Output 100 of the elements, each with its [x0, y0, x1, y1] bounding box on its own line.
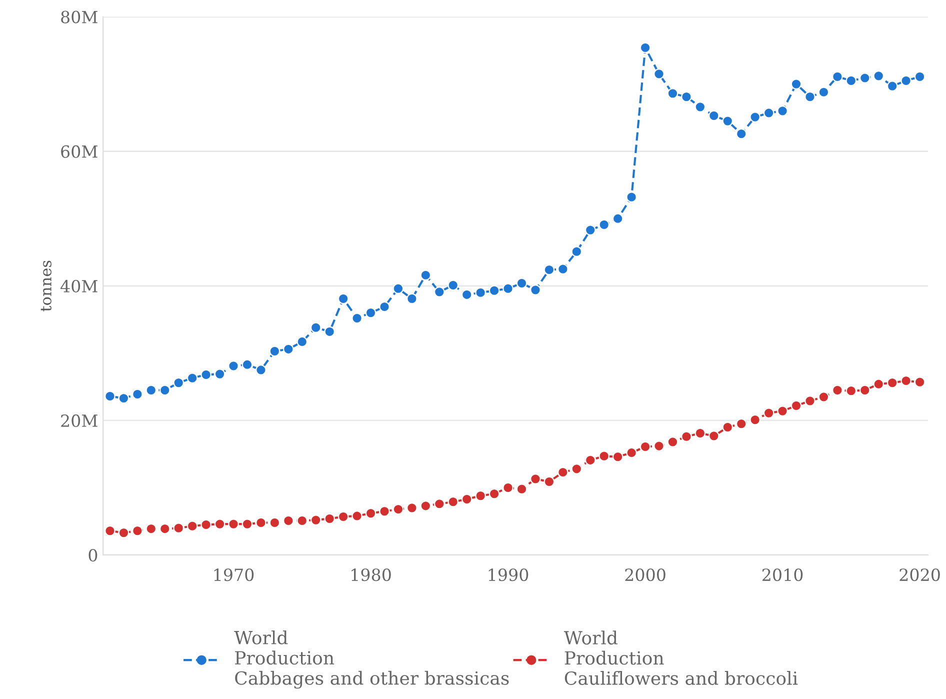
- point: [118, 392, 130, 404]
- point: [530, 284, 541, 296]
- point: [186, 372, 198, 384]
- x-tick-label: 2000: [625, 568, 666, 582]
- point: [296, 515, 308, 526]
- point: [488, 488, 500, 500]
- point: [763, 408, 774, 418]
- point: [818, 391, 830, 402]
- point: [104, 390, 116, 402]
- y-tick-label: 60M: [61, 145, 98, 158]
- point: [750, 414, 760, 426]
- point: [571, 463, 582, 474]
- point: [392, 504, 404, 515]
- point: [516, 484, 528, 494]
- point: [790, 78, 802, 90]
- point: [434, 286, 445, 298]
- point: [584, 224, 596, 236]
- point: [859, 72, 870, 84]
- y-tick-label: 0: [88, 548, 98, 562]
- point: [584, 454, 596, 466]
- point: [544, 264, 555, 276]
- point: [886, 80, 898, 92]
- point: [900, 75, 912, 86]
- point: [146, 384, 157, 396]
- point: [104, 525, 116, 536]
- x-tick-label: 2020: [900, 568, 940, 582]
- point: [338, 511, 349, 522]
- point: [159, 384, 170, 396]
- point: [832, 71, 843, 82]
- point: [420, 270, 432, 281]
- point: [448, 496, 459, 508]
- legend-label: World Production Cabbages and other brassicas: [234, 630, 509, 689]
- point: [558, 264, 568, 274]
- point: [448, 280, 459, 291]
- point: [804, 396, 816, 406]
- point: [420, 500, 432, 512]
- point: [282, 515, 294, 526]
- point: [256, 517, 266, 528]
- point: [722, 422, 734, 433]
- point: [296, 336, 308, 348]
- point: [269, 346, 280, 357]
- point: [173, 522, 184, 534]
- y-tick-label: 80M: [61, 10, 98, 24]
- point: [324, 326, 336, 338]
- point: [200, 369, 212, 380]
- point: [859, 384, 870, 396]
- point: [694, 428, 706, 439]
- point: [338, 293, 349, 304]
- point: [846, 385, 857, 396]
- point: [846, 75, 857, 86]
- point: [914, 71, 926, 82]
- point: [214, 368, 226, 380]
- point: [612, 213, 624, 224]
- point: [132, 388, 143, 400]
- point: [790, 400, 802, 412]
- point: [200, 519, 212, 530]
- x-tick-label: 1990: [488, 568, 528, 582]
- legend-label: World Production Cauliflowers and broccoli: [564, 630, 798, 685]
- point: [914, 376, 926, 388]
- point: [502, 482, 514, 494]
- point: [558, 466, 568, 478]
- point: [406, 293, 418, 304]
- point: [750, 112, 760, 122]
- point: [736, 418, 747, 430]
- point: [502, 283, 514, 294]
- point: [186, 520, 198, 532]
- point: [269, 517, 280, 528]
- point: [173, 377, 184, 388]
- point: [488, 285, 500, 296]
- point: [544, 476, 555, 488]
- point: [365, 508, 376, 519]
- point: [667, 88, 678, 99]
- point: [256, 364, 266, 376]
- point: [146, 523, 157, 534]
- point: [900, 375, 912, 386]
- point: [708, 110, 720, 122]
- point: [475, 287, 486, 298]
- point: [654, 440, 664, 452]
- point: [392, 283, 404, 294]
- point: [475, 490, 486, 502]
- point: [777, 406, 788, 416]
- point: [352, 312, 362, 324]
- point: [736, 128, 747, 140]
- point: [640, 42, 651, 54]
- point: [228, 360, 239, 372]
- point: [379, 506, 390, 517]
- point: [242, 359, 253, 370]
- point: [228, 518, 239, 530]
- point: [654, 68, 664, 80]
- point: [352, 510, 362, 522]
- point: [214, 518, 226, 530]
- point: [681, 431, 692, 442]
- point: [310, 322, 322, 334]
- point: [324, 513, 336, 524]
- point: [598, 219, 610, 230]
- point: [571, 246, 582, 257]
- point: [763, 108, 774, 118]
- point: [132, 525, 143, 536]
- point: [886, 377, 898, 388]
- point: [598, 450, 610, 462]
